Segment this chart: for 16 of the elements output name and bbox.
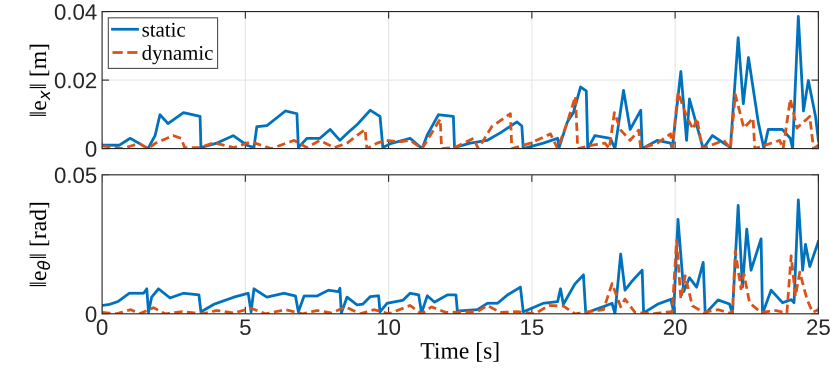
y-tick-label: 0 [86, 141, 96, 157]
legend-label: dynamic [142, 45, 213, 64]
y-tick-label: 0.05 [54, 167, 96, 184]
y-tick-label: 0.04 [54, 4, 97, 20]
y-tick-label: 0.02 [54, 72, 96, 88]
x-tick-label: 25 [807, 319, 830, 335]
x-tick-label: 20 [664, 319, 687, 335]
y-tick-label: 0 [86, 306, 96, 322]
x-tick-label: 0 [96, 319, 108, 335]
x-axis-title: Time [s] [420, 342, 498, 362]
x-tick-label: 10 [378, 319, 400, 335]
x-tick-label: 15 [521, 319, 544, 335]
y-axis-title: ‖e$_{x}$‖ [m] [30, 44, 50, 116]
x-tick-label: 5 [240, 319, 251, 335]
y-axis-title: ‖e$_{θ}$‖ [rad] [30, 202, 50, 286]
legend-label: static [142, 22, 185, 37]
